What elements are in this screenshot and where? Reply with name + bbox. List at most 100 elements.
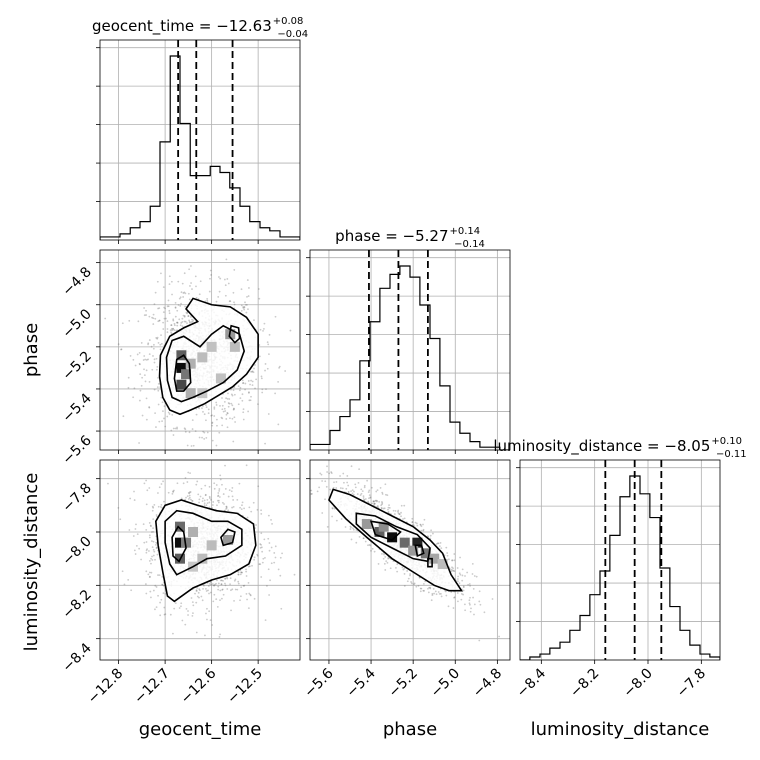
sample-point xyxy=(210,583,213,586)
sample-point xyxy=(382,557,385,560)
sample-point xyxy=(233,269,236,271)
sample-point xyxy=(457,580,459,583)
sample-point xyxy=(210,414,213,417)
sample-point xyxy=(445,546,448,549)
contour-level-2 xyxy=(369,520,402,541)
sample-point xyxy=(225,508,227,510)
density-cell xyxy=(399,537,410,548)
sample-point xyxy=(422,523,424,526)
sample-point xyxy=(152,317,155,320)
sample-point xyxy=(184,498,187,501)
sample-point xyxy=(188,494,191,497)
sample-point xyxy=(203,499,206,502)
sample-point xyxy=(341,487,344,490)
sample-point xyxy=(189,321,191,324)
density-cell xyxy=(420,548,431,559)
sample-point xyxy=(148,406,151,408)
sample-point xyxy=(176,482,179,485)
sample-point xyxy=(249,399,252,402)
sample-point xyxy=(209,497,211,500)
sample-point xyxy=(213,407,216,410)
sample-point xyxy=(246,279,249,281)
y-tick-label: −5.6 xyxy=(59,433,94,468)
sample-point xyxy=(232,389,235,392)
sample-point xyxy=(138,351,141,354)
sample-point xyxy=(339,487,342,489)
y-tick-label: −8.0 xyxy=(59,534,94,569)
sample-point xyxy=(159,614,162,617)
sample-point xyxy=(324,480,327,483)
sample-point xyxy=(180,302,182,305)
sample-point xyxy=(247,308,249,311)
contour-level-0 xyxy=(154,499,257,603)
sample-point xyxy=(223,400,226,403)
sample-point xyxy=(148,406,151,409)
contour-level-1 xyxy=(165,324,246,403)
sample-point xyxy=(244,301,246,304)
sample-point xyxy=(231,495,234,498)
sample-point xyxy=(180,497,183,500)
sample-point xyxy=(349,525,352,528)
sample-point xyxy=(138,547,141,550)
sample-point xyxy=(351,489,354,492)
sample-point xyxy=(231,506,233,509)
sample-point xyxy=(222,410,225,413)
sample-point xyxy=(182,292,185,294)
sample-point xyxy=(262,328,265,330)
sample-point xyxy=(388,506,391,509)
sample-point xyxy=(242,381,245,384)
sample-point xyxy=(491,598,494,600)
sample-point xyxy=(148,522,151,524)
sample-point xyxy=(133,499,136,501)
sample-point xyxy=(266,341,269,344)
sample-point xyxy=(209,269,212,272)
sample-point xyxy=(172,327,174,330)
sample-point xyxy=(160,272,162,275)
sample-point xyxy=(320,473,323,476)
sample-point xyxy=(197,591,200,594)
sample-point xyxy=(457,575,459,578)
sample-point xyxy=(157,505,160,508)
sample-point xyxy=(261,388,264,391)
sample-point xyxy=(153,361,156,364)
sample-point xyxy=(184,320,187,323)
sample-point xyxy=(186,495,189,498)
sample-point xyxy=(419,523,422,526)
sample-point xyxy=(154,291,157,294)
sample-point xyxy=(422,589,425,592)
sample-point xyxy=(233,301,235,304)
sample-point xyxy=(252,501,255,504)
sample-point xyxy=(217,495,219,498)
sample-point xyxy=(381,502,384,504)
sample-point xyxy=(335,519,338,522)
sample-point xyxy=(189,498,192,501)
sample-point xyxy=(473,603,476,606)
sample-point xyxy=(398,513,401,516)
sample-point xyxy=(266,367,269,370)
sample-point xyxy=(174,602,177,605)
sample-point xyxy=(166,328,169,330)
sample-point xyxy=(148,487,151,489)
sample-point xyxy=(215,418,218,421)
sample-point xyxy=(227,392,229,395)
sample-point xyxy=(155,541,158,544)
sample-point xyxy=(269,579,271,582)
x-tick-label: −12.5 xyxy=(224,666,266,708)
density-cell xyxy=(215,373,226,384)
sample-point xyxy=(445,594,448,597)
sample-point xyxy=(236,588,239,591)
sample-point xyxy=(219,478,222,481)
sample-point xyxy=(120,348,122,351)
sample-point xyxy=(201,407,203,410)
sample-point xyxy=(148,380,151,383)
sample-point xyxy=(176,309,179,312)
sample-point xyxy=(267,413,270,415)
sample-point xyxy=(403,584,406,587)
sample-point xyxy=(316,490,319,493)
joint-panel-luminosity_distance_vs_phase: −5.6 −5.4 −5.2 −5.0 −4.8 xyxy=(301,459,511,701)
title-phase: phase = −5.27+0.14 −0.14 xyxy=(335,226,485,250)
contour-level-4 xyxy=(427,557,433,568)
sample-point xyxy=(172,427,175,430)
sample-point xyxy=(188,268,191,271)
sample-point xyxy=(189,462,191,464)
